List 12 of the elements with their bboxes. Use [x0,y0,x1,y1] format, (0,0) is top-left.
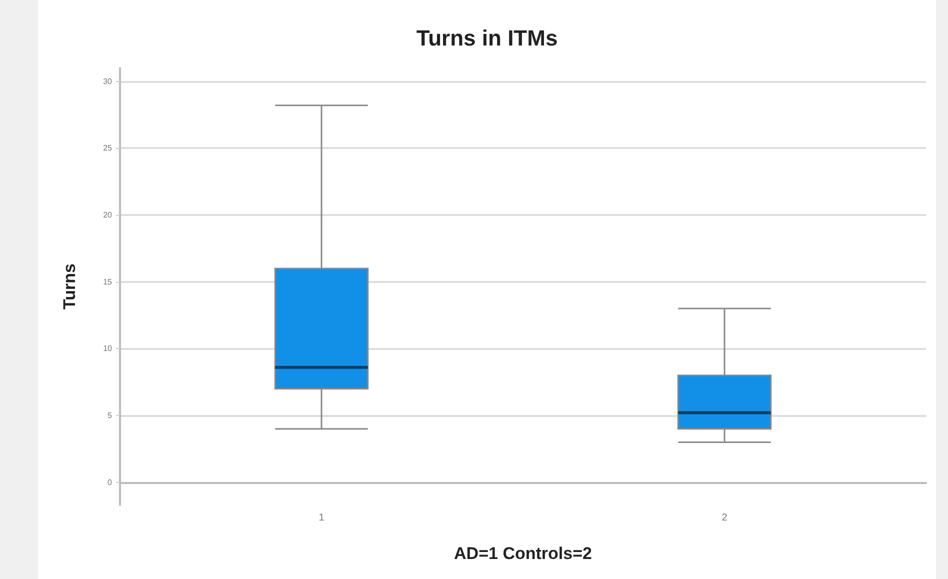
y-tick-label: 5 [108,410,113,420]
y-tick-label: 0 [108,478,113,487]
y-tick-label: 10 [103,344,113,354]
chart-title: Turns in ITMs [416,26,558,50]
x-axis-title: AD=1 Controls=2 [454,544,592,563]
x-tick-label: 1 [318,512,325,524]
x-tick-label: 2 [722,512,728,524]
y-tick-label: 25 [103,144,113,153]
y-tick-label: 15 [103,277,113,286]
y-tick-label: 20 [103,210,113,220]
y-tick-label: 30 [103,76,113,86]
y-axis-title: Turns [60,264,79,310]
